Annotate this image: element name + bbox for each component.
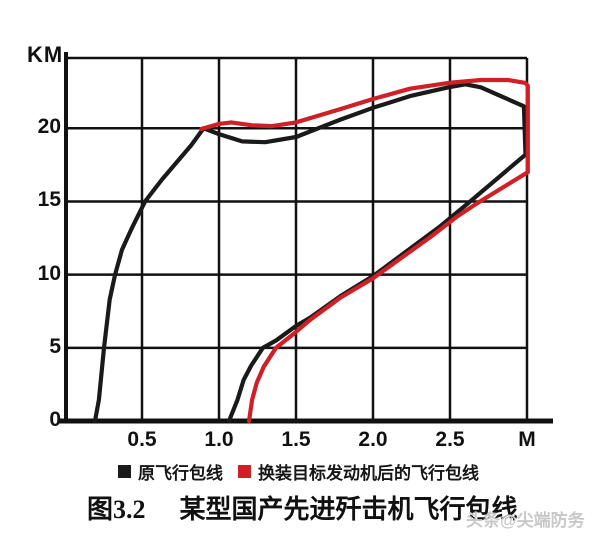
x-tick-label-0_5: 0.5 bbox=[127, 428, 157, 451]
y-tick-label-5: 5 bbox=[49, 335, 61, 358]
x-tick-label-2_0: 2.0 bbox=[358, 428, 388, 451]
legend-item-original: 原飞行包线 bbox=[118, 459, 223, 484]
legend-item-reengined: 换装目标发动机后的飞行包线 bbox=[238, 459, 479, 484]
y-tick-label-10: 10 bbox=[37, 262, 61, 285]
legend-label-reengined: 换装目标发动机后的飞行包线 bbox=[258, 464, 479, 483]
y-tick-label-0: 0 bbox=[49, 408, 61, 431]
x-axis-unit-label: M bbox=[518, 428, 536, 451]
figure-caption: 图3.2 某型国产先进歼击机飞行包线 bbox=[87, 489, 518, 526]
figure-number: 图3.2 bbox=[87, 495, 146, 524]
x-tick-label-1_5: 1.5 bbox=[281, 428, 311, 451]
watermark: 头条@尖端防务 bbox=[466, 511, 585, 530]
y-axis-unit-label: KM bbox=[27, 42, 64, 67]
black-square-marker-icon bbox=[118, 465, 131, 478]
figure-title: 某型国产先进歼击机飞行包线 bbox=[179, 495, 518, 524]
x-tick-label-1_0: 1.0 bbox=[204, 428, 234, 451]
legend: 原飞行包线 换装目标发动机后的飞行包线 bbox=[118, 459, 479, 484]
red-square-marker-icon bbox=[238, 465, 251, 478]
envelope-curve-0 bbox=[92, 82, 528, 424]
x-tick-label-2_5: 2.5 bbox=[435, 428, 465, 451]
y-tick-label-15: 15 bbox=[37, 188, 61, 211]
legend-label-original: 原飞行包线 bbox=[138, 464, 223, 483]
envelope-curve-1 bbox=[199, 77, 530, 424]
y-tick-label-20: 20 bbox=[37, 115, 61, 138]
